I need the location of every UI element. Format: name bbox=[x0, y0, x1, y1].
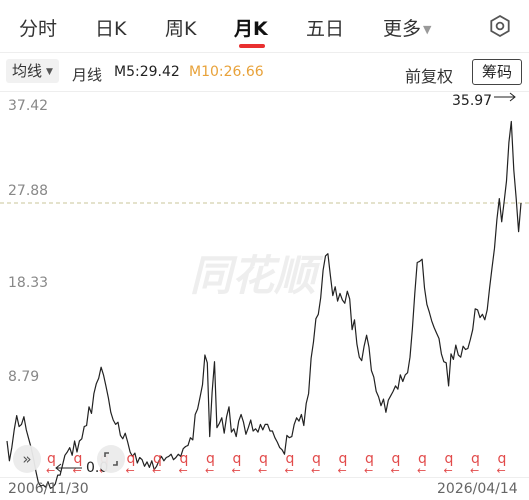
forward-adjust-toggle[interactable]: 前复权 bbox=[405, 67, 454, 86]
fullscreen-icon bbox=[104, 452, 118, 466]
tab-more-label: 更多 bbox=[383, 18, 422, 40]
arrow-right-icon bbox=[494, 92, 516, 102]
tab-five-day[interactable]: 五日 bbox=[306, 18, 345, 40]
marker-arrow-icon: ← bbox=[232, 464, 241, 477]
event-marker[interactable]: q bbox=[180, 451, 189, 467]
marker-arrow-icon: ← bbox=[338, 464, 347, 477]
tab-daily-k[interactable]: 日K bbox=[95, 18, 127, 40]
ma-dropdown-label: 均线 bbox=[12, 62, 43, 80]
x-end-date: 2026/04/14 bbox=[437, 481, 518, 497]
marker-arrow-icon: ← bbox=[258, 464, 267, 477]
event-marker[interactable]: q bbox=[312, 451, 321, 467]
event-marker[interactable]: q bbox=[127, 451, 136, 467]
event-marker[interactable]: q bbox=[206, 451, 215, 467]
marker-arrow-icon: ← bbox=[444, 464, 453, 477]
chip-distribution-button[interactable]: 筹码 bbox=[472, 59, 522, 85]
marker-arrow-icon: ← bbox=[417, 464, 426, 477]
marker-arrow-icon: ← bbox=[391, 464, 400, 477]
y-tick-label: 8.79 bbox=[8, 369, 39, 385]
marker-arrow-icon: ← bbox=[497, 464, 506, 477]
y-tick-label: 27.88 bbox=[8, 183, 48, 199]
y-tick-label: 18.33 bbox=[8, 275, 48, 291]
marker-arrow-icon: ← bbox=[470, 464, 479, 477]
marker-arrow-icon: ← bbox=[73, 464, 82, 477]
event-marker[interactable]: q bbox=[233, 451, 242, 467]
chart-bottom-border bbox=[0, 477, 529, 478]
hexagon-gear-icon[interactable] bbox=[488, 14, 512, 38]
ma-dropdown[interactable]: 均线 ▼ bbox=[6, 59, 59, 83]
event-marker[interactable]: q bbox=[339, 451, 348, 467]
caret-down-icon: ▼ bbox=[423, 23, 432, 36]
event-marker[interactable]: q bbox=[286, 451, 295, 467]
chart-top-border bbox=[0, 91, 529, 92]
watermark: 同花顺 bbox=[190, 251, 324, 300]
event-marker[interactable]: q bbox=[418, 451, 427, 467]
marker-arrow-icon: ← bbox=[285, 464, 294, 477]
tab-intraday[interactable]: 分时 bbox=[19, 18, 58, 40]
event-marker[interactable]: q bbox=[445, 451, 454, 467]
marker-arrow-icon: ← bbox=[46, 464, 55, 477]
tab-monthly-k[interactable]: 月K bbox=[234, 18, 268, 40]
ma5-value: M5:29.42 bbox=[114, 64, 180, 80]
y-tick-label: 37.42 bbox=[8, 98, 48, 114]
event-marker[interactable]: q bbox=[47, 451, 56, 467]
tab-weekly-k[interactable]: 周K bbox=[165, 18, 197, 40]
period-label: 月线 bbox=[72, 66, 103, 84]
marker-arrow-icon: ← bbox=[364, 464, 373, 477]
fullscreen-button[interactable] bbox=[97, 445, 125, 473]
active-tab-indicator bbox=[239, 44, 265, 48]
event-marker[interactable]: q bbox=[74, 451, 83, 467]
expand-sidebar-button[interactable]: » bbox=[13, 445, 41, 473]
marker-arrow-icon: ← bbox=[311, 464, 320, 477]
caret-down-icon: ▼ bbox=[46, 66, 53, 77]
chart-toolbar: 均线 ▼ 月线 M5:29.42 M10:26.66 前复权 筹码 bbox=[0, 53, 529, 91]
arrow-left-icon bbox=[55, 463, 82, 473]
event-marker[interactable]: q bbox=[365, 451, 374, 467]
event-marker[interactable]: q bbox=[498, 451, 507, 467]
event-marker[interactable]: q bbox=[392, 451, 401, 467]
event-marker[interactable]: q bbox=[259, 451, 268, 467]
double-chevron-right-icon: » bbox=[22, 450, 32, 468]
marker-arrow-icon: ← bbox=[205, 464, 214, 477]
period-tabs: 分时 日K 周K 月K 五日 更多 ▼ bbox=[0, 0, 529, 52]
tabs-divider bbox=[0, 52, 529, 53]
x-start-date: 2006/11/30 bbox=[8, 481, 89, 497]
tab-more[interactable]: 更多 ▼ bbox=[383, 14, 431, 41]
marker-arrow-icon: ← bbox=[179, 464, 188, 477]
price-line bbox=[6, 120, 522, 489]
marker-arrow-icon: ← bbox=[126, 464, 135, 477]
max-price-label: 35.97 bbox=[452, 93, 492, 109]
event-marker[interactable]: q bbox=[471, 451, 480, 467]
ma10-value: M10:26.66 bbox=[189, 64, 264, 80]
event-marker[interactable]: q bbox=[153, 451, 162, 467]
marker-arrow-icon: ← bbox=[152, 464, 161, 477]
